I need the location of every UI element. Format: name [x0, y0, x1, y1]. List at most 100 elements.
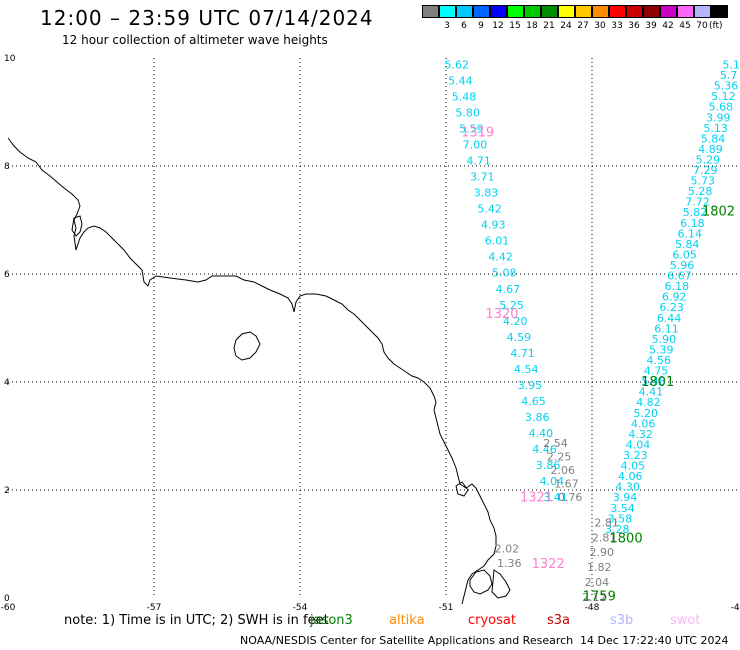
- wave-height-value: 6.92: [662, 291, 687, 304]
- axis-tick-labels: -60 -57 -54 -51 -48 -45 0 2 4 6 8 10: [1, 54, 740, 612]
- wave-height-value: 4.46: [532, 443, 557, 456]
- wave-height-value: 3.83: [474, 187, 499, 200]
- legend-label: 15: [509, 21, 521, 31]
- lake: [71, 215, 83, 237]
- pass-time-label: 1321: [520, 490, 553, 505]
- coastline-delta: [455, 481, 511, 599]
- wave-height-value: 2.81: [594, 516, 619, 529]
- wave-height-value: 3.58: [608, 512, 633, 525]
- legend-swatch: [524, 5, 541, 18]
- legend-swatch: [711, 5, 728, 18]
- legend-swatch: [626, 5, 643, 18]
- wave-height-value: 2.81: [592, 531, 617, 544]
- legend-swatch: [694, 5, 711, 18]
- y-tick-label: 8: [4, 162, 10, 172]
- wave-height-value: 4.71: [466, 155, 491, 168]
- legend-swatch: [609, 5, 626, 18]
- wave-height-value: 4.20: [503, 315, 528, 328]
- wave-height-value: 3.71: [470, 171, 495, 184]
- x-tick-label: -54: [293, 603, 308, 612]
- map-subtitle: 12 hour collection of altimeter wave hei…: [62, 33, 328, 47]
- wave-height-value: 5.12: [711, 90, 736, 103]
- wave-height-value: 6.67: [667, 270, 692, 283]
- legend-label: 39: [645, 21, 657, 31]
- wave-height-value: 4.93: [481, 219, 506, 232]
- wave-height-value: 4.06: [631, 417, 656, 430]
- wave-height-value: 3.94: [613, 491, 638, 504]
- legend-swatch: [473, 5, 490, 18]
- wave-height-value: 4.71: [510, 347, 535, 360]
- wave-height-value: 4.56: [646, 354, 671, 367]
- satellite-label: cryosat: [468, 613, 516, 628]
- wave-height-value: 2.54: [543, 437, 568, 450]
- legend-swatch: [592, 5, 609, 18]
- satellite-label: jason3: [310, 613, 353, 628]
- wave-height-value: 2.25: [547, 451, 572, 464]
- wave-height-value: 5.42: [477, 203, 502, 216]
- x-tick-label: -45: [731, 603, 740, 612]
- y-tick-label: 10: [4, 54, 16, 64]
- legend-label: 6: [461, 21, 467, 31]
- wave-height-value: 5.90: [652, 333, 677, 346]
- wave-height-value: 4.65: [521, 395, 546, 408]
- altimeter-tracks: 5.62 5.44 5.48 5.80 5.59 7.00 4.71 3.71 3.83 5.42…: [444, 58, 739, 603]
- legend-label: 30: [594, 21, 606, 31]
- wave-height-value: 5.1: [722, 58, 740, 71]
- wave-height-value: 5.80: [455, 107, 480, 120]
- wave-height-value: 4.40: [529, 427, 554, 440]
- legend-label: 27: [577, 21, 589, 31]
- pass-time-label: 1319: [461, 125, 494, 140]
- legend-swatch: [660, 5, 677, 18]
- wave-height-value: 1.36: [497, 557, 522, 570]
- wave-height-value: 3.41: [543, 491, 568, 504]
- wave-height-value: 3.86: [525, 411, 550, 424]
- legend-label: 21: [543, 21, 555, 31]
- legend-swatch: [643, 5, 660, 18]
- wave-height-value: 2.02: [495, 542, 520, 555]
- wave-height-value: 7.00: [463, 139, 488, 152]
- legend-swatch: [677, 5, 694, 18]
- x-tick-label: -48: [585, 603, 600, 612]
- wave-height-value: 5.29: [696, 153, 721, 166]
- wave-height-value: 0.76: [558, 491, 583, 504]
- wave-height-value: 5.73: [690, 175, 715, 188]
- wave-height-value: 4.67: [496, 283, 521, 296]
- wave-height-value: 5.68: [709, 101, 734, 114]
- wave-height-value: 2.90: [589, 546, 614, 559]
- wave-height-value: 5.59: [459, 123, 484, 136]
- map-grid: [8, 58, 738, 598]
- legend-swatch: [558, 5, 575, 18]
- wave-height-value: 6.05: [672, 248, 697, 261]
- wave-height-value: 3.99: [706, 111, 731, 124]
- legend-swatch: [490, 5, 507, 18]
- pass-time-label: 1801: [641, 375, 674, 390]
- wave-height-value: 2.12: [582, 591, 607, 604]
- wave-height-value: 6.44: [657, 312, 682, 325]
- pass-time-label: 1320: [485, 307, 518, 322]
- pass-time-label: 1322: [532, 557, 565, 572]
- y-tick-label: 4: [4, 378, 10, 388]
- y-tick-label: 2: [4, 486, 10, 496]
- legend-label: 45: [679, 21, 691, 31]
- wave-height-value: 6.01: [485, 235, 510, 248]
- wave-height-value: 4.32: [628, 428, 653, 441]
- pass-time-labels: 1319 1320 1321 1322 1802 1801 1800 1759: [461, 125, 735, 604]
- footer-note: note: 1) Time is in UTC; 2) SWH is in fe…: [64, 613, 329, 628]
- wave-height-value: 5.25: [499, 299, 524, 312]
- legend-swatch: [439, 5, 456, 18]
- pass-time-label: 1759: [583, 589, 616, 604]
- x-tick-label: -51: [439, 603, 454, 612]
- legend-unit: (ft): [709, 21, 723, 31]
- map-title: 12:00 – 23:59 UTC 07/14/2024: [40, 6, 374, 30]
- x-tick-label: -57: [147, 603, 162, 612]
- satellite-label: s3a: [547, 613, 571, 628]
- wave-height-value: 5.44: [448, 75, 473, 88]
- wave-height-value: 5.13: [703, 122, 728, 135]
- legend-swatch: [575, 5, 592, 18]
- legend-label: 18: [526, 21, 538, 31]
- wave-height-value: 4.59: [507, 331, 532, 344]
- y-tick-label: 6: [4, 270, 10, 280]
- pass-time-label: 1800: [610, 532, 643, 547]
- credit-text: NOAA/NESDIS Center for Satellite Applica…: [240, 634, 574, 647]
- wave-height-value: 7.29: [693, 164, 718, 177]
